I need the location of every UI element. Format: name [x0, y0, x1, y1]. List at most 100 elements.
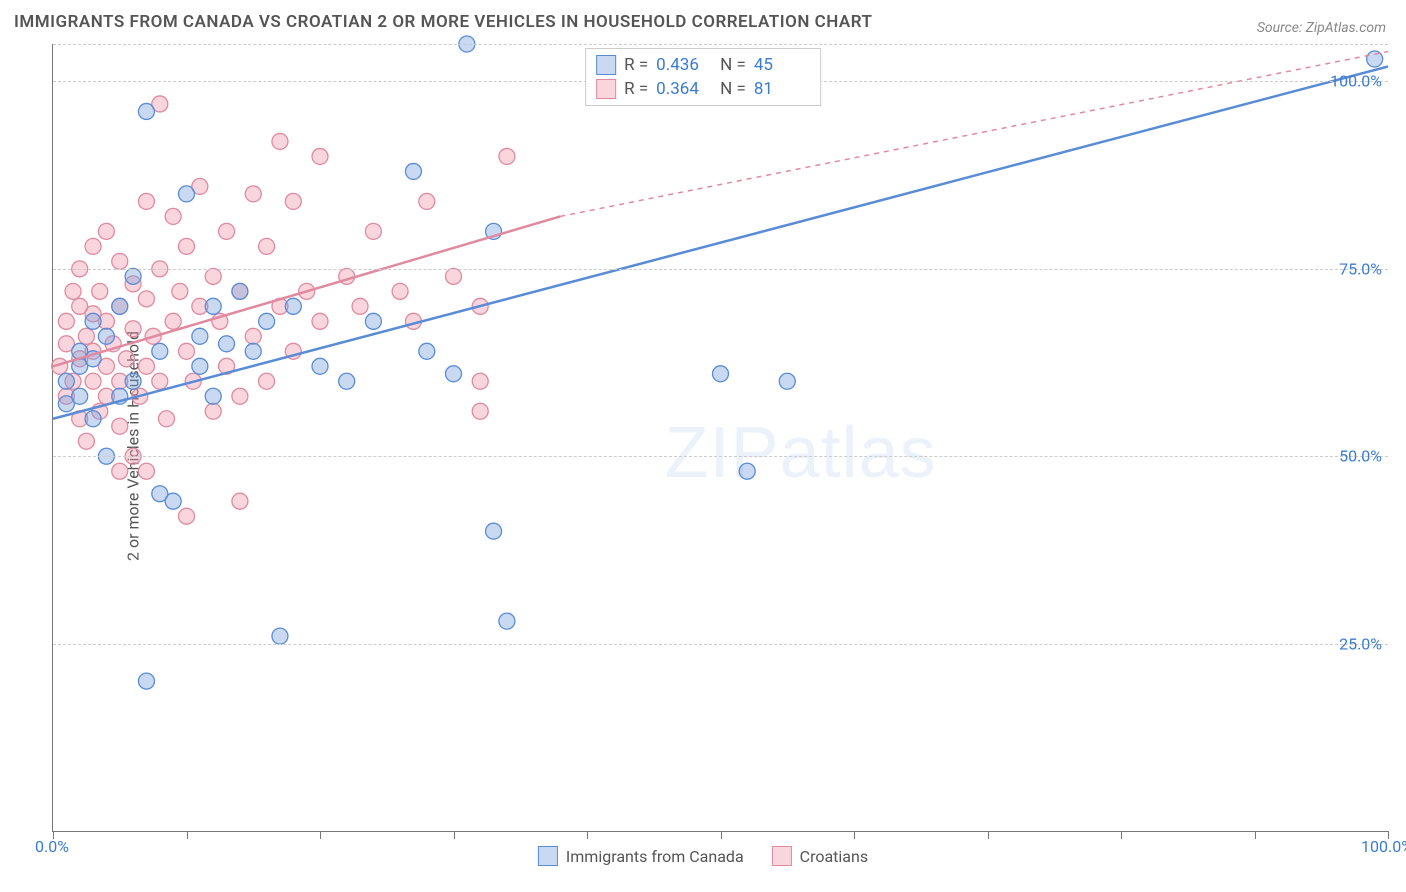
data-point	[179, 343, 195, 359]
correlation-legend: R = 0.436 N = 45 R = 0.364 N = 81	[585, 48, 821, 106]
data-point	[85, 411, 101, 427]
data-point	[779, 373, 795, 389]
legend-item-blue: Immigrants from Canada	[538, 846, 744, 866]
legend-r-label: R =	[624, 79, 648, 99]
y-tick-label: 75.0%	[1339, 259, 1382, 278]
data-point	[446, 268, 462, 284]
legend-row-pink: R = 0.364 N = 81	[596, 77, 810, 101]
data-point	[499, 148, 515, 164]
legend-n-label: N =	[720, 79, 746, 99]
swatch-pink-icon	[596, 79, 616, 99]
data-point	[285, 193, 301, 209]
data-point	[112, 298, 128, 314]
legend-n-value-blue: 45	[754, 55, 810, 75]
data-point	[245, 186, 261, 202]
data-point	[472, 373, 488, 389]
data-point	[446, 366, 462, 382]
data-point	[98, 223, 114, 239]
chart-title: IMMIGRANTS FROM CANADA VS CROATIAN 2 OR …	[14, 12, 872, 32]
data-point	[152, 373, 168, 389]
data-point	[138, 358, 154, 374]
data-point	[205, 388, 221, 404]
legend-label-blue: Immigrants from Canada	[566, 847, 744, 866]
data-point	[245, 343, 261, 359]
data-point	[158, 411, 174, 427]
data-point	[98, 328, 114, 344]
data-point	[312, 148, 328, 164]
chart-container: IMMIGRANTS FROM CANADA VS CROATIAN 2 OR …	[0, 0, 1406, 892]
legend-r-label: R =	[624, 55, 648, 75]
data-point	[58, 373, 74, 389]
y-tick-label: 100.0%	[1330, 72, 1382, 91]
data-point	[232, 493, 248, 509]
data-point	[138, 673, 154, 689]
data-point	[713, 366, 729, 382]
data-point	[486, 523, 502, 539]
data-point	[179, 238, 195, 254]
data-point	[85, 238, 101, 254]
data-point	[219, 336, 235, 352]
data-point	[272, 133, 288, 149]
data-point	[125, 321, 141, 337]
data-point	[78, 328, 94, 344]
data-point	[259, 238, 275, 254]
data-point	[138, 103, 154, 119]
y-tick-label: 25.0%	[1339, 634, 1382, 653]
data-point	[259, 373, 275, 389]
swatch-blue-icon	[596, 55, 616, 75]
data-point	[125, 373, 141, 389]
scatter-svg	[53, 44, 1388, 831]
data-point	[365, 313, 381, 329]
data-point	[499, 613, 515, 629]
data-point	[259, 313, 275, 329]
data-point	[78, 433, 94, 449]
data-point	[205, 268, 221, 284]
legend-r-value-blue: 0.436	[656, 55, 712, 75]
swatch-pink-icon	[772, 846, 792, 866]
x-tick-label: 100.0%	[1361, 837, 1406, 856]
data-point	[58, 313, 74, 329]
data-point	[125, 268, 141, 284]
data-point	[339, 373, 355, 389]
data-point	[179, 186, 195, 202]
data-point	[72, 388, 88, 404]
data-point	[232, 283, 248, 299]
data-point	[205, 298, 221, 314]
data-point	[112, 418, 128, 434]
data-point	[365, 223, 381, 239]
data-point	[312, 358, 328, 374]
data-point	[138, 193, 154, 209]
data-point	[179, 508, 195, 524]
data-point	[219, 223, 235, 239]
data-point	[85, 373, 101, 389]
x-tick-label: 0.0%	[35, 837, 69, 856]
legend-r-value-pink: 0.364	[656, 79, 712, 99]
data-point	[192, 328, 208, 344]
legend-n-label: N =	[720, 55, 746, 75]
data-point	[138, 463, 154, 479]
legend-row-blue: R = 0.436 N = 45	[596, 53, 810, 77]
source-label: Source: ZipAtlas.com	[1257, 20, 1386, 36]
data-point	[65, 283, 81, 299]
data-point	[85, 313, 101, 329]
data-point	[272, 628, 288, 644]
y-tick-label: 50.0%	[1339, 447, 1382, 466]
legend-label-pink: Croatians	[800, 847, 868, 866]
data-point	[352, 298, 368, 314]
series-legend: Immigrants from Canada Croatians	[538, 846, 868, 866]
legend-n-value-pink: 81	[754, 79, 810, 99]
swatch-blue-icon	[538, 846, 558, 866]
data-point	[285, 298, 301, 314]
data-point	[232, 388, 248, 404]
data-point	[138, 291, 154, 307]
data-point	[392, 283, 408, 299]
data-point	[152, 343, 168, 359]
data-point	[165, 493, 181, 509]
data-point	[205, 403, 221, 419]
data-point	[419, 193, 435, 209]
data-point	[419, 343, 435, 359]
plot-area: ZIPatlas 25.0%50.0%75.0%100.0%	[52, 44, 1388, 832]
data-point	[245, 328, 261, 344]
legend-item-pink: Croatians	[772, 846, 868, 866]
data-point	[405, 163, 421, 179]
